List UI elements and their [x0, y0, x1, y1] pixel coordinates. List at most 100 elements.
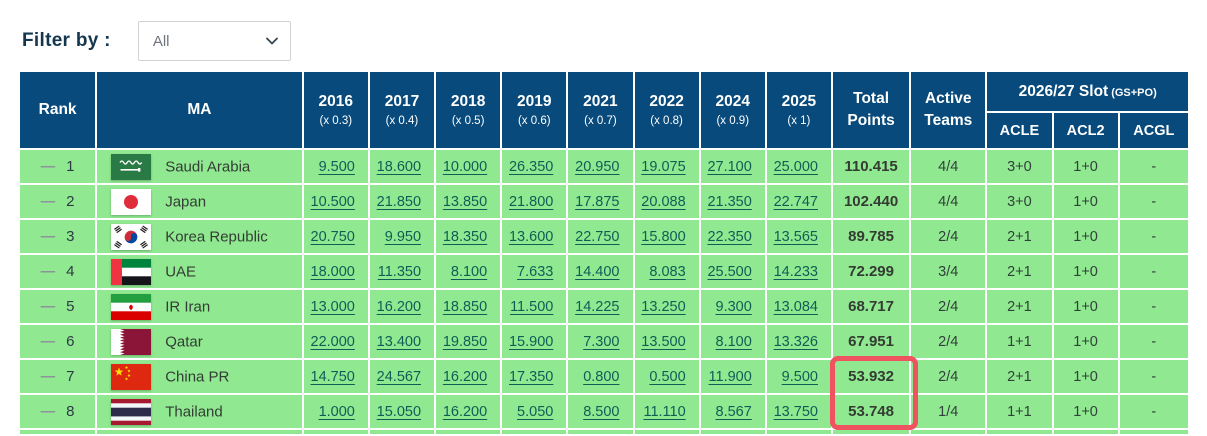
year-points-link[interactable]: 13.500: [641, 333, 686, 350]
slot-acl2: 1+0: [1053, 255, 1118, 288]
slot-acl2: 1+0: [1053, 220, 1118, 253]
year-points-link[interactable]: 13.084: [773, 298, 818, 315]
year-points-link[interactable]: 11.500: [510, 298, 554, 315]
year-points-link[interactable]: 8.083: [649, 263, 686, 280]
rank-number: 4: [66, 263, 75, 280]
year-points-link[interactable]: 18.850: [442, 298, 488, 315]
rank-cell: —4: [20, 255, 96, 288]
year-points-link[interactable]: 1.000: [318, 403, 355, 420]
year-points-link[interactable]: 16.200: [442, 368, 488, 385]
year-points-link[interactable]: 26.350: [508, 158, 554, 175]
year-points-cell: 8.567: [700, 395, 765, 428]
filter-bar: Filter by : All: [0, 0, 1207, 61]
filter-dropdown[interactable]: All: [137, 21, 291, 61]
year-points-link[interactable]: 11.110: [643, 403, 686, 420]
year-points-link[interactable]: 16.200: [376, 298, 422, 315]
year-points-cell: 14.750: [303, 360, 368, 393]
year-points-link[interactable]: 10.000: [442, 158, 488, 175]
year-points-link[interactable]: 0.500: [649, 368, 686, 385]
year-points-link[interactable]: 22.747: [773, 193, 818, 210]
year-multiplier: (x 0.3): [319, 115, 353, 127]
year-points-link[interactable]: 13.400: [376, 333, 422, 350]
year-points-link[interactable]: 13.850: [442, 193, 488, 210]
year-points-link[interactable]: 11.900: [708, 368, 752, 385]
slot-acgl: -: [1119, 220, 1188, 253]
year-points-cell: 9.500: [303, 150, 368, 183]
year-points-link[interactable]: 7.633: [517, 263, 554, 280]
year-points-link[interactable]: 8.500: [583, 403, 620, 420]
total-points: 72.299: [832, 255, 910, 288]
year-points-link[interactable]: 27.100: [707, 158, 752, 175]
year-points-link[interactable]: 20.088: [641, 193, 686, 210]
year-points-link[interactable]: 13.250: [641, 298, 686, 315]
year-points-link[interactable]: 19.850: [442, 333, 488, 350]
year-points-link[interactable]: 7.300: [583, 333, 620, 350]
year-points-link[interactable]: 13.750: [773, 403, 818, 420]
year-points-link[interactable]: 25.500: [707, 263, 752, 280]
year-points-link[interactable]: 21.800: [508, 193, 554, 210]
year-points-link[interactable]: 13.600: [508, 228, 554, 245]
year-points-link[interactable]: 5.050: [517, 403, 554, 420]
rank-movement-icon: —: [40, 159, 56, 175]
year-points-link[interactable]: 15.800: [641, 228, 686, 245]
slot-acgl: -: [1119, 185, 1188, 218]
year-points-link[interactable]: 13.000: [310, 298, 355, 315]
year-points-link[interactable]: 17.875: [575, 193, 620, 210]
col-header-active-teams: Active Teams: [911, 72, 986, 148]
slot-acgl: -: [1119, 395, 1188, 428]
year-points-link[interactable]: 10.500: [310, 193, 355, 210]
year-points-link[interactable]: 14.233: [773, 263, 818, 280]
year-multiplier: (x 0.9): [716, 115, 750, 127]
year-points-link[interactable]: 25.000: [773, 158, 818, 175]
year-points-link[interactable]: 14.750: [310, 368, 355, 385]
year-points-link[interactable]: 17.350: [508, 368, 554, 385]
year-points-link[interactable]: 22.000: [310, 333, 355, 350]
year-points-link[interactable]: 14.225: [575, 298, 620, 315]
table-row-ir-iran: —5 IR Iran 13.000 16.200 18.850 11.500 14.225…: [20, 290, 1188, 323]
year-points-cell: 17.875: [568, 185, 633, 218]
country-name: UAE: [165, 263, 197, 280]
year-points-cell: 25.000: [766, 150, 831, 183]
year-points-cell: 18.350: [436, 220, 501, 253]
year-points-link[interactable]: 13.565: [773, 228, 818, 245]
year-multiplier: (x 0.5): [451, 115, 485, 127]
year-points-link[interactable]: 9.950: [384, 228, 422, 245]
year-points-link[interactable]: 16.200: [442, 403, 488, 420]
col-header-year-2025: 2025 (x 1): [766, 72, 831, 148]
year-label: 2016: [318, 93, 354, 110]
slot-acgl: -: [1119, 290, 1188, 323]
year-points-link[interactable]: 8.100: [450, 263, 488, 280]
year-points-link[interactable]: 21.350: [707, 193, 752, 210]
year-points-link[interactable]: 15.900: [508, 333, 554, 350]
year-points-cell: 14.400: [568, 255, 633, 288]
year-points-link[interactable]: 13.326: [773, 333, 818, 350]
slot-acle: 3+0: [987, 185, 1052, 218]
year-points-cell: 13.250: [634, 290, 699, 323]
year-label: 2025: [781, 93, 817, 110]
rank-number: 5: [66, 298, 75, 315]
year-points-link[interactable]: 8.100: [715, 333, 752, 350]
year-points-cell: 11.900: [700, 360, 765, 393]
total-points: 68.717: [832, 290, 910, 323]
year-points-link[interactable]: 18.600: [376, 158, 422, 175]
year-points-link[interactable]: 18.000: [310, 263, 355, 280]
year-points-link[interactable]: 9.300: [715, 298, 752, 315]
year-points-link[interactable]: 11.350: [377, 263, 422, 280]
year-points-link[interactable]: 20.750: [310, 228, 355, 245]
year-points-link[interactable]: 24.567: [376, 368, 422, 385]
active-teams: 2/4: [911, 360, 986, 393]
rank-cell: —1: [20, 150, 96, 183]
year-points-link[interactable]: 9.500: [781, 368, 818, 385]
year-points-link[interactable]: 8.567: [715, 403, 752, 420]
year-points-link[interactable]: 18.350: [442, 228, 488, 245]
year-points-link[interactable]: 21.850: [376, 193, 422, 210]
year-points-link[interactable]: 22.750: [575, 228, 620, 245]
year-points-link[interactable]: 14.400: [575, 263, 620, 280]
year-points-link[interactable]: 9.500: [318, 158, 355, 175]
ma-cell: Korea Republic: [97, 220, 302, 253]
year-points-link[interactable]: 0.800: [583, 368, 620, 385]
year-points-link[interactable]: 22.350: [707, 228, 752, 245]
year-points-link[interactable]: 19.075: [641, 158, 686, 175]
year-points-link[interactable]: 20.950: [575, 158, 620, 175]
year-points-link[interactable]: 15.050: [376, 403, 422, 420]
